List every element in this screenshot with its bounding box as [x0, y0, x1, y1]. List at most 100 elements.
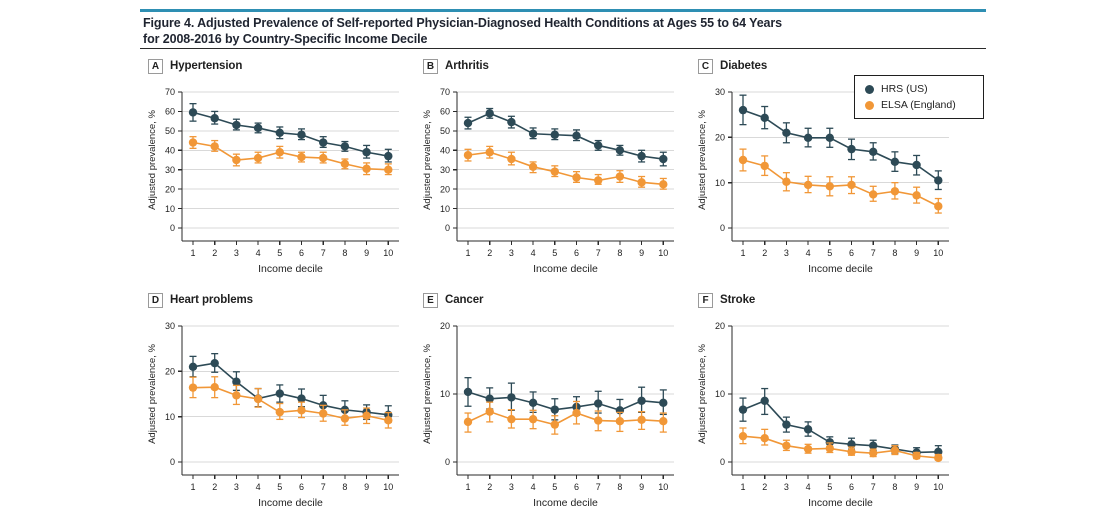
x-axis-title: Income decile — [258, 497, 323, 509]
x-tick-label: 3 — [509, 248, 514, 258]
data-point — [297, 394, 306, 403]
data-point — [275, 148, 284, 157]
data-point — [738, 105, 748, 115]
data-point — [659, 180, 668, 189]
y-tick-label: 0 — [445, 457, 450, 467]
axes — [178, 91, 399, 245]
data-point — [890, 446, 900, 455]
data-point — [297, 130, 306, 139]
series-hrs — [738, 387, 943, 457]
data-point — [869, 448, 878, 458]
x-tick-label: 2 — [762, 482, 767, 492]
panel-header: E Cancer — [423, 292, 696, 308]
chart-hypertension: 0 10 20 30 40 50 60 70 1 2 3 4 5 6 7 8 9 10 Income decile A… — [147, 87, 399, 275]
y-tick-label: 30 — [165, 165, 175, 175]
x-tick-label: 5 — [552, 248, 557, 258]
data-point — [528, 162, 538, 171]
data-point — [594, 399, 603, 408]
legend-label-hrs: HRS (US) — [881, 83, 928, 95]
x-tick-label: 6 — [299, 248, 304, 258]
y-axis-title: Adjusted prevalence, % — [697, 110, 708, 210]
data-point — [594, 416, 603, 425]
series-elsa — [463, 400, 668, 435]
x-tick-label: 1 — [465, 482, 470, 492]
data-point — [738, 155, 748, 165]
y-tick-label: 60 — [440, 107, 450, 117]
x-tick-label: 3 — [784, 482, 789, 492]
x-axis-title: Income decile — [258, 263, 323, 275]
y-tick-label: 10 — [715, 178, 725, 188]
figure-title-line-2: for 2008-2016 by Country-Specific Income… — [143, 32, 428, 46]
panel-cancer: E Cancer 0 10 20 1 2 3 4 5 6 7 8 9 10 Income decile Ad… — [421, 290, 696, 516]
data-point — [232, 377, 241, 386]
data-point — [659, 398, 668, 408]
data-point — [637, 151, 646, 161]
tick-labels: 0 10 20 1 2 3 4 5 6 7 8 9 10 — [440, 321, 668, 492]
panel-letter-badge: D — [148, 292, 163, 308]
x-tick-label: 7 — [871, 482, 876, 492]
y-tick-label: 30 — [715, 87, 725, 97]
x-tick-label: 9 — [364, 248, 369, 258]
legend-item-elsa: ELSA (England) — [865, 97, 975, 113]
data-point — [594, 141, 603, 150]
series-line — [192, 111, 389, 157]
data-point — [210, 358, 219, 368]
y-tick-label: 10 — [440, 204, 450, 214]
data-point — [528, 129, 538, 138]
elsa-series-dot-icon — [865, 100, 874, 110]
data-point — [507, 414, 516, 424]
y-tick-label: 40 — [440, 145, 450, 155]
x-tick-label: 9 — [364, 482, 369, 492]
series-elsa — [188, 376, 393, 429]
data-point — [362, 411, 371, 420]
data-point — [485, 394, 494, 403]
data-point — [738, 431, 748, 441]
data-point — [507, 154, 516, 164]
y-tick-label: 20 — [440, 184, 450, 194]
data-point — [825, 182, 834, 191]
data-point — [659, 417, 668, 426]
x-tick-label: 9 — [914, 482, 919, 492]
x-axis-title: Income decile — [808, 497, 873, 509]
data-point — [803, 133, 813, 142]
data-point — [760, 161, 769, 171]
series-elsa — [188, 136, 393, 176]
data-point — [934, 453, 943, 463]
y-tick-label: 20 — [715, 321, 725, 331]
data-point — [760, 396, 769, 405]
x-tick-label: 6 — [299, 482, 304, 492]
y-tick-label: 0 — [720, 223, 725, 233]
data-point — [275, 128, 284, 137]
data-point — [507, 393, 516, 402]
y-axis-title: Adjusted prevalence, % — [147, 110, 158, 210]
series-line — [742, 435, 939, 459]
panel-letter-badge: C — [698, 58, 713, 74]
chart-arthritis: 0 10 20 30 40 50 60 70 1 2 3 4 5 6 7 8 9 10 Income decile A… — [422, 87, 674, 275]
tick-labels: 0 10 20 30 1 2 3 4 5 6 7 8 9 10 — [715, 87, 943, 258]
series-line — [467, 151, 664, 186]
data-point — [463, 387, 473, 397]
x-tick-label: 1 — [740, 482, 745, 492]
y-tick-label: 10 — [440, 389, 450, 399]
x-tick-label: 4 — [256, 248, 261, 258]
panel-letter-badge: F — [698, 292, 713, 308]
data-point — [340, 159, 350, 169]
data-point — [319, 153, 328, 163]
x-tick-label: 4 — [531, 482, 536, 492]
data-point — [615, 417, 625, 426]
x-tick-label: 5 — [277, 482, 282, 492]
data-point — [528, 398, 538, 408]
panel-title: Hypertension — [170, 60, 243, 72]
data-point — [550, 167, 559, 176]
gridlines — [182, 325, 399, 463]
chart-legend: HRS (US) ELSA (England) — [854, 75, 984, 119]
data-point — [615, 172, 625, 181]
chart-diabetes: 0 10 20 30 1 2 3 4 5 6 7 8 9 10 Income decile Adjusted … — [697, 87, 949, 275]
data-point — [550, 405, 559, 414]
x-tick-label: 1 — [190, 482, 195, 492]
data-point — [572, 173, 581, 182]
x-tick-label: 2 — [212, 248, 217, 258]
data-point — [485, 148, 494, 157]
data-point — [572, 408, 581, 418]
data-point — [463, 150, 473, 160]
